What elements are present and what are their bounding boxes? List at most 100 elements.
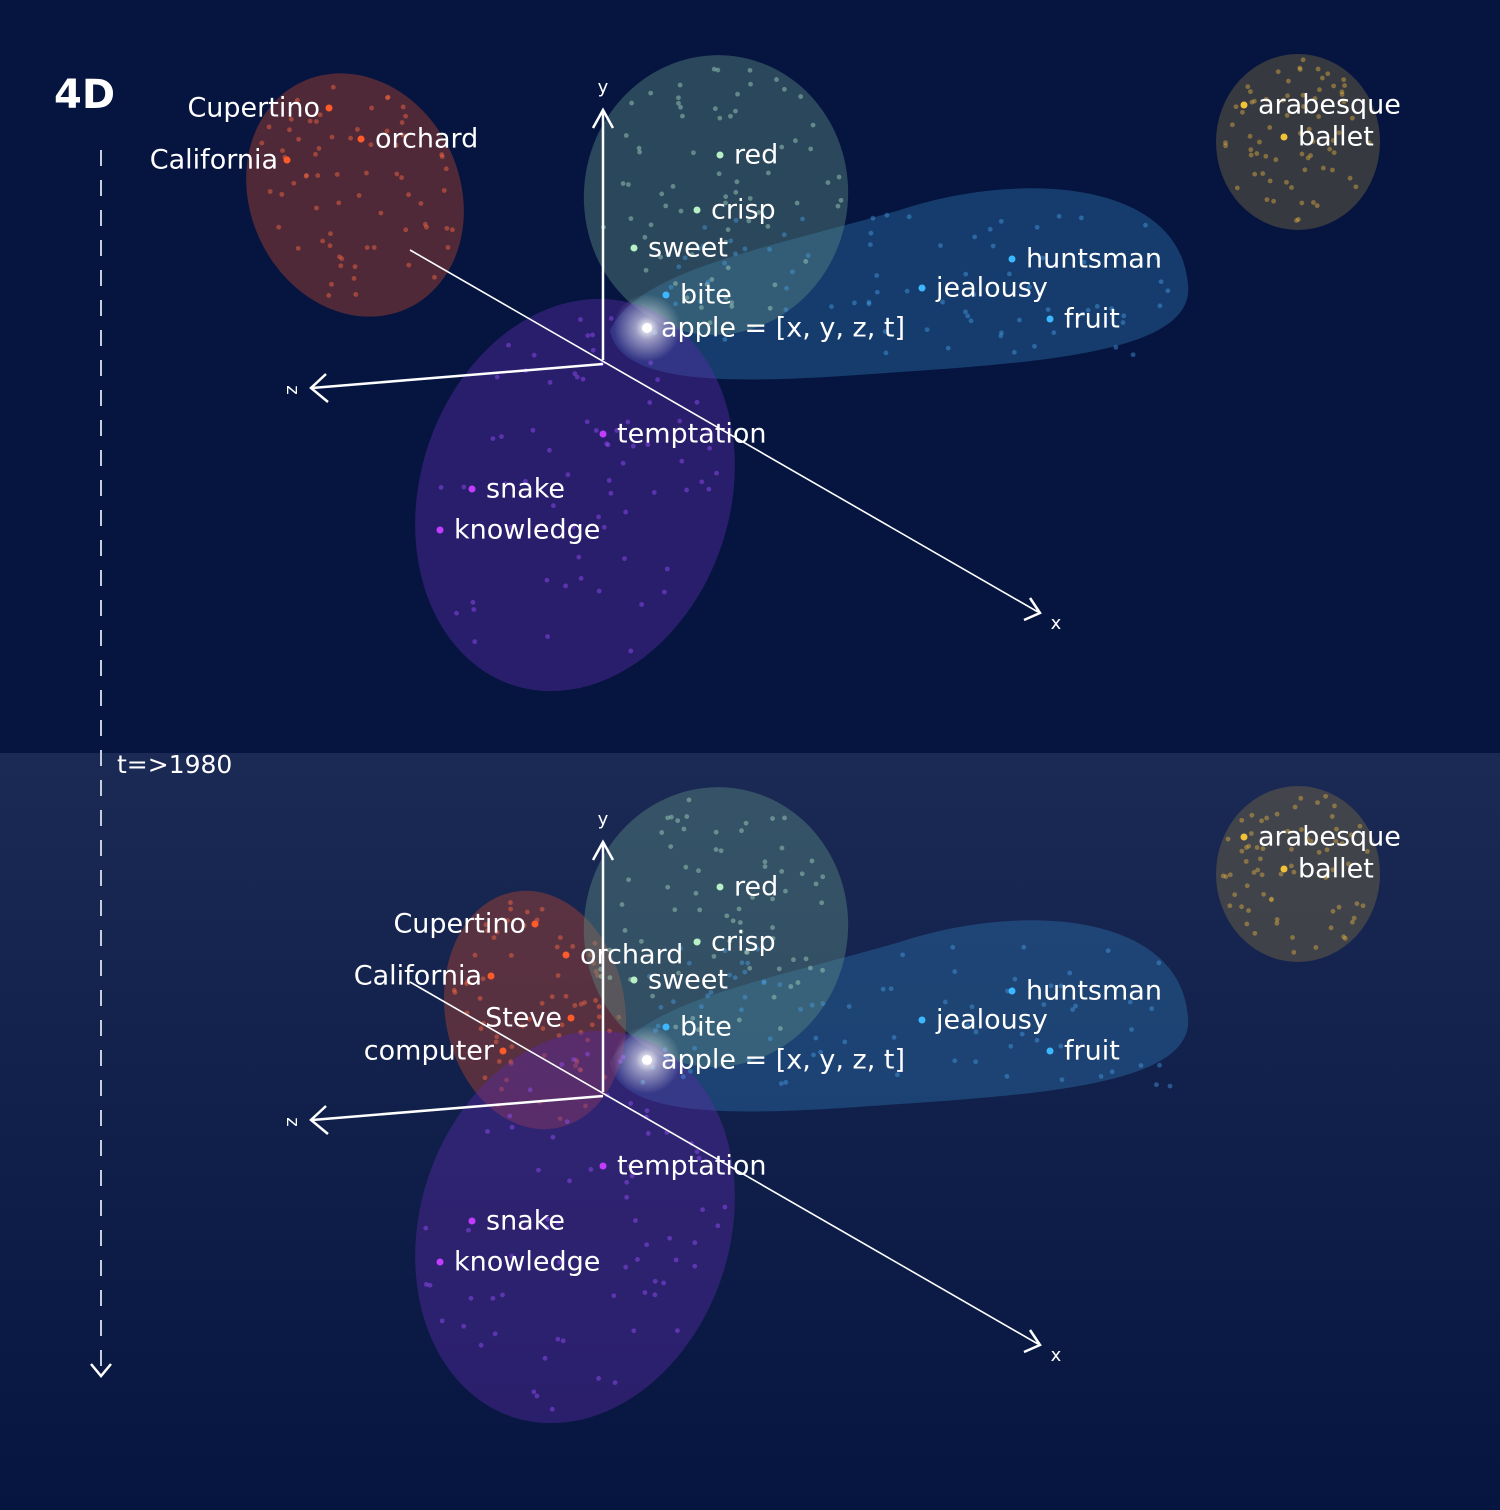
point [699, 479, 705, 485]
point [1158, 279, 1164, 285]
point [680, 113, 685, 119]
point [1130, 352, 1136, 358]
cluster [1216, 786, 1380, 962]
point [303, 173, 309, 179]
point [712, 106, 718, 112]
point [987, 226, 993, 232]
point [677, 82, 683, 88]
point [506, 342, 511, 348]
point [572, 371, 578, 377]
point [549, 994, 555, 1000]
point [557, 1259, 562, 1265]
point [722, 1204, 728, 1210]
word-label: jealousy [935, 1005, 1048, 1036]
point [1328, 925, 1334, 931]
word-label: red [734, 140, 778, 171]
point [664, 566, 670, 572]
point [965, 313, 971, 319]
point [888, 986, 894, 992]
point [550, 1134, 556, 1140]
point [578, 576, 584, 581]
point [550, 503, 556, 509]
point [329, 134, 335, 140]
point [745, 960, 751, 966]
point [315, 173, 321, 178]
point [691, 150, 696, 156]
point [1285, 828, 1291, 834]
point [505, 917, 511, 923]
point [707, 445, 713, 451]
point [520, 1023, 526, 1029]
point [737, 920, 743, 925]
point [835, 203, 841, 209]
point [647, 400, 653, 405]
point [803, 259, 809, 264]
point [1312, 96, 1318, 101]
point [591, 960, 596, 966]
word-label: knowledge [454, 1247, 600, 1278]
word-dot [436, 1258, 444, 1266]
point [1223, 140, 1228, 146]
timeline-arrow [90, 1363, 112, 1378]
point [509, 1044, 515, 1050]
point [509, 1253, 515, 1259]
point [596, 1004, 602, 1009]
point [648, 90, 654, 96]
point [326, 293, 332, 298]
point [1058, 983, 1064, 989]
point [1298, 795, 1304, 801]
point [1251, 98, 1257, 104]
point [1034, 224, 1040, 230]
point [276, 224, 282, 230]
point [1285, 93, 1290, 99]
point [573, 1057, 579, 1063]
word-label: snake [486, 1206, 565, 1237]
point [1040, 255, 1046, 261]
point [1289, 185, 1294, 190]
point [718, 848, 724, 854]
word-dot [1046, 1047, 1054, 1055]
point [530, 427, 536, 433]
point [706, 428, 712, 434]
word-label: red [734, 872, 778, 903]
cluster [610, 188, 1189, 380]
point [1230, 122, 1235, 128]
point [692, 1263, 698, 1269]
point [655, 1023, 661, 1029]
point [762, 864, 768, 870]
point [337, 254, 342, 260]
point [1350, 919, 1355, 925]
point [672, 907, 678, 913]
panel: y z x Cupertino orchard CaliforniaStevecomput… [282, 786, 1401, 1424]
point [678, 945, 683, 951]
point [693, 890, 699, 896]
word-label: orchard [375, 124, 478, 155]
point [624, 1194, 630, 1200]
point [576, 554, 582, 560]
point [1339, 89, 1345, 95]
point [742, 994, 748, 1000]
point [798, 94, 804, 99]
point [1223, 874, 1229, 880]
point [729, 300, 735, 305]
point [314, 205, 319, 211]
point [605, 442, 611, 448]
point [781, 86, 787, 92]
word-dot [642, 1055, 652, 1065]
point [563, 993, 569, 999]
point [406, 262, 412, 268]
point [592, 940, 598, 946]
point [266, 124, 272, 130]
point [307, 118, 313, 124]
point [631, 1328, 637, 1334]
word-dot [918, 284, 926, 292]
point [364, 245, 370, 251]
point [560, 1338, 566, 1344]
point [508, 906, 514, 912]
point [1249, 812, 1255, 818]
point [1315, 800, 1320, 806]
point [547, 447, 552, 453]
point [304, 172, 309, 178]
point [399, 175, 404, 180]
point [444, 225, 450, 231]
